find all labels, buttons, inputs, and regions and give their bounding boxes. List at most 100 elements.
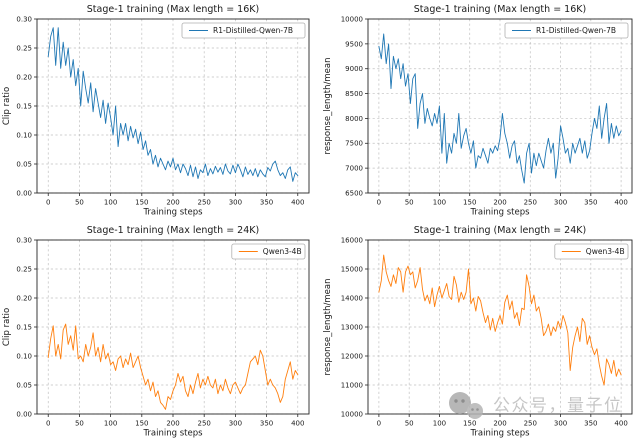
x-tick-label: 200 xyxy=(166,420,179,428)
y-tick-label: 9000 xyxy=(345,65,363,73)
x-tick-label: 100 xyxy=(104,199,117,207)
x-tick-label: 150 xyxy=(463,199,476,207)
y-tick-label: 0.15 xyxy=(16,102,32,110)
x-tick-label: 400 xyxy=(614,199,627,207)
x-axis-label: Training steps xyxy=(142,429,203,439)
x-tick-label: 100 xyxy=(433,199,446,207)
legend: Qwen3-4B xyxy=(231,243,306,260)
chart-plot-stage1-24k-response-length: 0 50 100 150 200 250 300 350 400 10000 11000 12000 1… xyxy=(323,225,633,439)
y-tick-label: 8500 xyxy=(345,90,363,98)
x-tick-label: 250 xyxy=(524,199,537,207)
y-tick-label: 7500 xyxy=(345,140,363,148)
x-tick-label: 100 xyxy=(104,420,117,428)
y-tick-label: 7000 xyxy=(345,165,363,173)
x-tick-label: 0 xyxy=(377,420,381,428)
y-axis-label: Clip ratio xyxy=(2,308,12,346)
legend-label: Qwen3-4B xyxy=(263,247,302,256)
x-tick-label: 300 xyxy=(554,199,567,207)
legend-box xyxy=(554,243,629,260)
x-tick-label: 50 xyxy=(405,199,414,207)
x-axis-label: Training steps xyxy=(142,208,203,218)
chart-stage1-16k-response-length: 0 50 100 150 200 250 300 350 400 6500 7000 7500 8000… xyxy=(320,0,640,221)
chart-plot-stage1-16k-clip-ratio: 0 50 100 150 200 250 300 350 400 0.00 0.05 0.10 0.15… xyxy=(2,4,310,218)
x-tick-label: 200 xyxy=(166,199,179,207)
x-tick-label: 350 xyxy=(260,199,273,207)
x-axis-label: Training steps xyxy=(469,208,530,218)
chart-title: Stage-1 training (Max length = 16K) xyxy=(87,4,259,15)
chart-stage1-16k-clip-ratio: 0 50 100 150 200 250 300 350 400 0.00 0.05 0.10 0.15… xyxy=(0,0,320,221)
x-tick-label: 300 xyxy=(229,420,242,428)
y-tick-label: 6500 xyxy=(345,189,363,197)
x-tick-label: 350 xyxy=(584,199,597,207)
series-line xyxy=(47,323,299,410)
y-tick-label: 0.05 xyxy=(16,160,32,168)
x-tick-label: 0 xyxy=(46,199,50,207)
x-tick-label: 300 xyxy=(554,420,567,428)
y-tick-label: 15000 xyxy=(341,265,363,273)
x-tick-label: 200 xyxy=(493,420,506,428)
chart-title: Stage-1 training (Max length = 16K) xyxy=(414,4,586,15)
legend: R1-Distilled-Qwen-7B xyxy=(504,22,629,39)
chart-plot-stage1-16k-response-length: 0 50 100 150 200 250 300 350 400 6500 7000 7500 8000… xyxy=(323,4,633,218)
x-tick-label: 50 xyxy=(405,420,414,428)
legend-label: Qwen3-4B xyxy=(586,247,625,256)
x-tick-label: 200 xyxy=(493,199,506,207)
y-tick-label: 14000 xyxy=(341,294,363,302)
y-axis-label: response_length/mean xyxy=(323,58,333,155)
y-tick-label: 0.25 xyxy=(16,265,32,273)
x-tick-label: 400 xyxy=(291,199,304,207)
chart-plot-stage1-24k-clip-ratio: 0 50 100 150 200 250 300 350 400 0.00 0.05 0.10 0.15… xyxy=(2,225,310,439)
series-line xyxy=(47,27,299,182)
x-tick-label: 150 xyxy=(135,199,148,207)
x-tick-label: 150 xyxy=(463,420,476,428)
y-tick-label: 11000 xyxy=(341,381,363,389)
legend: R1-Distilled-Qwen-7B xyxy=(181,22,306,39)
x-axis-label: Training steps xyxy=(469,429,530,439)
x-tick-label: 250 xyxy=(524,420,537,428)
x-tick-label: 50 xyxy=(75,420,84,428)
legend: Qwen3-4B xyxy=(554,243,629,260)
legend-label: R1-Distilled-Qwen-7B xyxy=(536,26,616,35)
x-tick-label: 0 xyxy=(46,420,50,428)
y-tick-label: 13000 xyxy=(341,323,363,331)
y-tick-label: 16000 xyxy=(341,236,363,244)
y-tick-label: 0.30 xyxy=(16,15,32,23)
x-tick-label: 0 xyxy=(377,199,381,207)
y-tick-label: 0.00 xyxy=(16,410,32,418)
y-axis-label: Clip ratio xyxy=(2,87,12,125)
y-tick-label: 0.15 xyxy=(16,323,32,331)
legend-label: R1-Distilled-Qwen-7B xyxy=(213,26,293,35)
chart-title: Stage-1 training (Max length = 24K) xyxy=(414,225,586,236)
legend-box xyxy=(231,243,306,260)
x-tick-label: 250 xyxy=(198,199,211,207)
chart-stage1-24k-response-length: 0 50 100 150 200 250 300 350 400 10000 11000 12000 1… xyxy=(320,221,640,442)
y-axis-label: response_length/mean xyxy=(323,279,333,376)
y-tick-label: 8000 xyxy=(345,115,363,123)
x-tick-label: 350 xyxy=(584,420,597,428)
x-tick-label: 250 xyxy=(198,420,211,428)
y-tick-label: 12000 xyxy=(341,352,363,360)
x-tick-label: 50 xyxy=(75,199,84,207)
x-tick-label: 150 xyxy=(135,420,148,428)
series-line xyxy=(378,254,622,386)
y-tick-label: 0.10 xyxy=(16,131,32,139)
x-tick-label: 350 xyxy=(260,420,273,428)
y-tick-label: 0.05 xyxy=(16,381,32,389)
y-tick-label: 9500 xyxy=(345,40,363,48)
chart-title: Stage-1 training (Max length = 24K) xyxy=(87,225,259,236)
legend-box xyxy=(504,22,629,39)
y-tick-label: 0.30 xyxy=(16,236,32,244)
y-tick-label: 0.20 xyxy=(16,294,32,302)
legend-box xyxy=(181,22,306,39)
series-line xyxy=(378,33,622,184)
x-tick-label: 400 xyxy=(614,420,627,428)
y-tick-label: 0.25 xyxy=(16,44,32,52)
y-tick-label: 0.00 xyxy=(16,189,32,197)
x-tick-label: 100 xyxy=(433,420,446,428)
y-tick-label: 0.10 xyxy=(16,352,32,360)
y-tick-label: 10000 xyxy=(341,15,363,23)
y-tick-label: 0.20 xyxy=(16,73,32,81)
chart-stage1-24k-clip-ratio: 0 50 100 150 200 250 300 350 400 0.00 0.05 0.10 0.15… xyxy=(0,221,320,442)
